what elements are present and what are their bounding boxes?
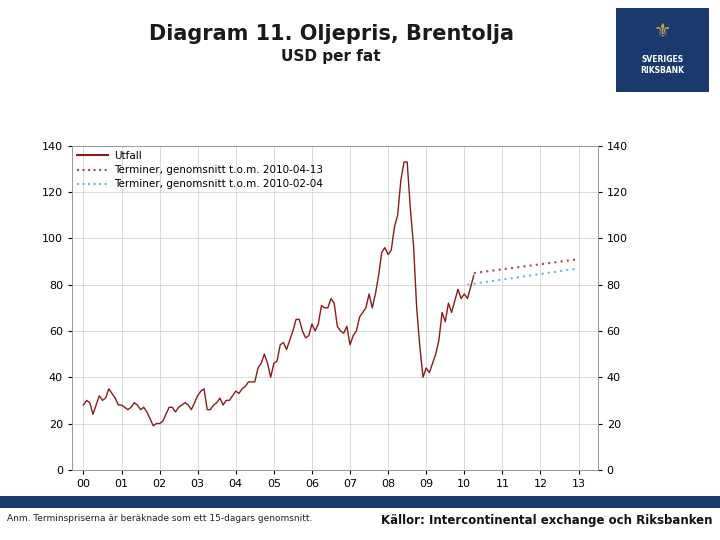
Text: Anm. Terminspriserna är beräknade som ett 15-dagars genomsnitt.: Anm. Terminspriserna är beräknade som et…: [7, 514, 312, 523]
Legend: Utfall, Terminer, genomsnitt t.o.m. 2010-04-13, Terminer, genomsnitt t.o.m. 2010: Utfall, Terminer, genomsnitt t.o.m. 2010…: [77, 151, 323, 190]
Text: Källor: Intercontinental exchange och Riksbanken: Källor: Intercontinental exchange och Ri…: [382, 514, 713, 527]
Text: USD per fat: USD per fat: [282, 49, 381, 64]
Text: SVERIGES
RIKSBANK: SVERIGES RIKSBANK: [640, 55, 685, 75]
Text: ⚜: ⚜: [654, 22, 671, 41]
Text: Diagram 11. Oljepris, Brentolja: Diagram 11. Oljepris, Brentolja: [149, 24, 513, 44]
